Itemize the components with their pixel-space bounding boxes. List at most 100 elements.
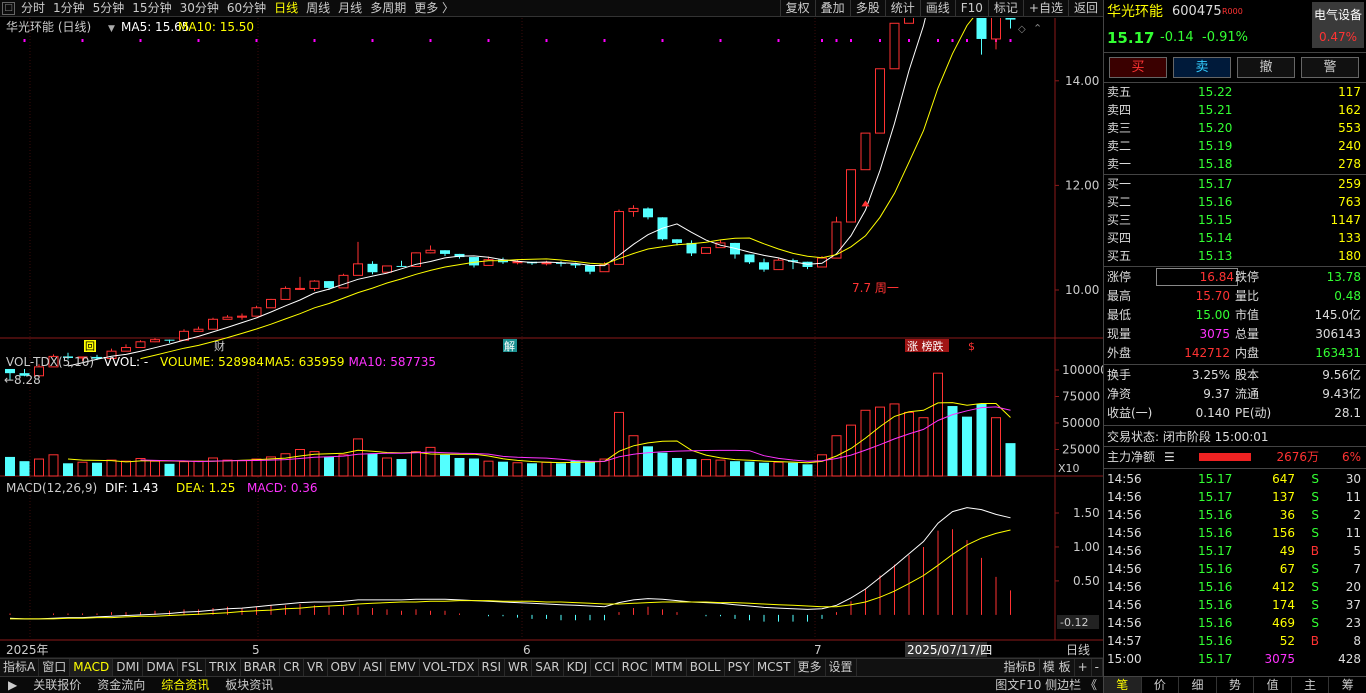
indicator-tab[interactable]: BOLL [687, 659, 725, 676]
indicator-tab[interactable]: TRIX [206, 659, 241, 676]
period-tab[interactable]: 多周期 [370, 1, 407, 15]
status-link[interactable]: 资金流向 [97, 678, 146, 692]
candle-body [222, 316, 233, 320]
stat-label: 最低 [1107, 308, 1132, 322]
period-tab[interactable]: 日线 [274, 1, 299, 15]
buy-button[interactable]: 买 [1109, 57, 1167, 78]
window-toggle-icon[interactable]: □ [2, 1, 15, 15]
tool-button[interactable]: 画线 [919, 0, 955, 16]
volume-bar [34, 458, 44, 477]
indicator-tab[interactable]: PSY [725, 659, 754, 676]
panel-tab[interactable]: 细 [1179, 677, 1217, 693]
ask-price: 15.19 [1198, 139, 1233, 153]
indicator-tab[interactable]: VOL-TDX [420, 659, 479, 676]
volume-bar [367, 453, 378, 476]
indicator-tab-right[interactable]: 指标B [1001, 659, 1040, 676]
indicator-tab[interactable]: SAR [532, 659, 564, 676]
indicator-tab[interactable]: RSI [479, 659, 506, 676]
sell-button[interactable]: 卖 [1173, 57, 1231, 78]
tool-button[interactable]: 返回 [1067, 0, 1103, 16]
tick-count: 7 [1353, 562, 1361, 576]
rank-marker[interactable]: 涨 榜跌 [907, 339, 944, 353]
period-tab[interactable]: 月线 [338, 1, 363, 15]
dollar-marker[interactable]: $ [968, 340, 975, 353]
period-tab[interactable]: 5分钟 [92, 1, 125, 15]
indicator-tab[interactable]: DMA [143, 659, 179, 676]
status-link[interactable]: 板块资讯 [225, 678, 274, 692]
indicator-tab[interactable]: 设置 [826, 659, 857, 676]
period-tab[interactable]: 分时 [21, 1, 46, 15]
tool-button[interactable]: 统计 [884, 0, 920, 16]
tick-price: 15.17 [1198, 490, 1233, 504]
tick-time: 14:56 [1107, 508, 1142, 522]
period-tab[interactable]: 周线 [306, 1, 331, 15]
indicator-tab[interactable]: FSL [178, 659, 207, 676]
indicator-tab[interactable]: CR [280, 659, 304, 676]
panel-tab[interactable]: 笔 [1104, 677, 1142, 693]
tool-button[interactable]: F10 [954, 0, 988, 16]
panel-tab[interactable]: 价 [1142, 677, 1180, 693]
indicator-tab[interactable]: 更多 [795, 659, 826, 676]
candle-body [193, 328, 204, 332]
period-tab[interactable]: 1分钟 [53, 1, 85, 15]
period-tab[interactable]: 15分钟 [132, 1, 172, 15]
indicator-tab[interactable]: 指标A [0, 659, 40, 676]
panel-tab[interactable]: 主 [1292, 677, 1330, 693]
settings-diamond-icon[interactable]: ◇ [1018, 24, 1026, 35]
indicator-tab[interactable]: WR [505, 659, 533, 676]
period-tab[interactable]: 更多 〉 [414, 1, 455, 15]
stat-value: 13.78 [1326, 270, 1361, 284]
dropdown-icon[interactable]: ▼ [108, 24, 115, 34]
tick-volume: 67 [1279, 562, 1295, 576]
period-tab[interactable]: 30分钟 [179, 1, 219, 15]
candle-body [164, 339, 175, 341]
indicator-tab[interactable]: BRAR [241, 659, 281, 676]
indicator-tab[interactable]: DMI [113, 659, 144, 676]
indicator-tab-right[interactable]: - [1092, 659, 1103, 676]
volume-bar [628, 435, 639, 477]
indicator-tab-right[interactable]: + [1075, 659, 1092, 676]
indicator-tab[interactable]: CCI [591, 659, 619, 676]
indicator-tab[interactable]: ASI [360, 659, 387, 676]
candle-body [150, 339, 160, 343]
cancel-button[interactable]: 撤 [1237, 57, 1295, 78]
sector-box[interactable] [1312, 2, 1364, 48]
price-tick: 10.00 [1065, 283, 1099, 297]
tick-price: 15.16 [1198, 598, 1233, 612]
period-tab[interactable]: 60分钟 [226, 1, 267, 15]
indicator-tab[interactable]: ROC [619, 659, 652, 676]
indicator-tab[interactable]: KDJ [564, 659, 592, 676]
sidebar-toggle[interactable]: 图文F10 侧边栏 《 [995, 678, 1097, 692]
tool-button[interactable]: 多股 [849, 0, 885, 16]
ask-label: 卖二 [1107, 139, 1132, 153]
indicator-tab[interactable]: MTM [652, 659, 687, 676]
indicator-tab[interactable]: MCST [754, 659, 795, 676]
scroll-up-icon[interactable]: ⌃ [1033, 22, 1042, 35]
hui-marker[interactable]: 回 [85, 341, 95, 353]
fund-label: 换手 [1107, 368, 1132, 382]
indicator-tab[interactable]: EMV [386, 659, 420, 676]
tool-button[interactable]: 复权 [779, 0, 815, 16]
indicator-tab[interactable]: OBV [328, 659, 361, 676]
indicator-tab[interactable]: VR [304, 659, 328, 676]
indicator-tab-right[interactable]: 模 板 [1040, 659, 1075, 676]
status-link[interactable]: 关联报价 [33, 678, 82, 692]
vol-unit: X10 [1058, 462, 1080, 475]
status-link[interactable]: 综合资讯 [161, 678, 210, 692]
indicator-tab[interactable]: 窗口 [39, 659, 71, 676]
indicator-tab[interactable]: MACD [70, 659, 114, 676]
tool-button[interactable]: 标记 [987, 0, 1023, 16]
cai-marker[interactable]: 财 [214, 339, 225, 353]
alert-button[interactable]: 警 [1301, 57, 1359, 78]
panel-tab[interactable]: 值 [1254, 677, 1292, 693]
panel-tab[interactable]: 筹 [1329, 677, 1366, 693]
status-arrow-icon[interactable]: ▶ [8, 678, 18, 692]
stat-value: 163431 [1315, 346, 1361, 360]
jie-marker[interactable]: 解 [504, 339, 515, 353]
candle-body [208, 318, 218, 330]
vol-ma10-line [140, 406, 1011, 463]
tool-button[interactable]: +自选 [1022, 0, 1068, 16]
tool-button[interactable]: 叠加 [814, 0, 850, 16]
panel-tab[interactable]: 势 [1217, 677, 1255, 693]
